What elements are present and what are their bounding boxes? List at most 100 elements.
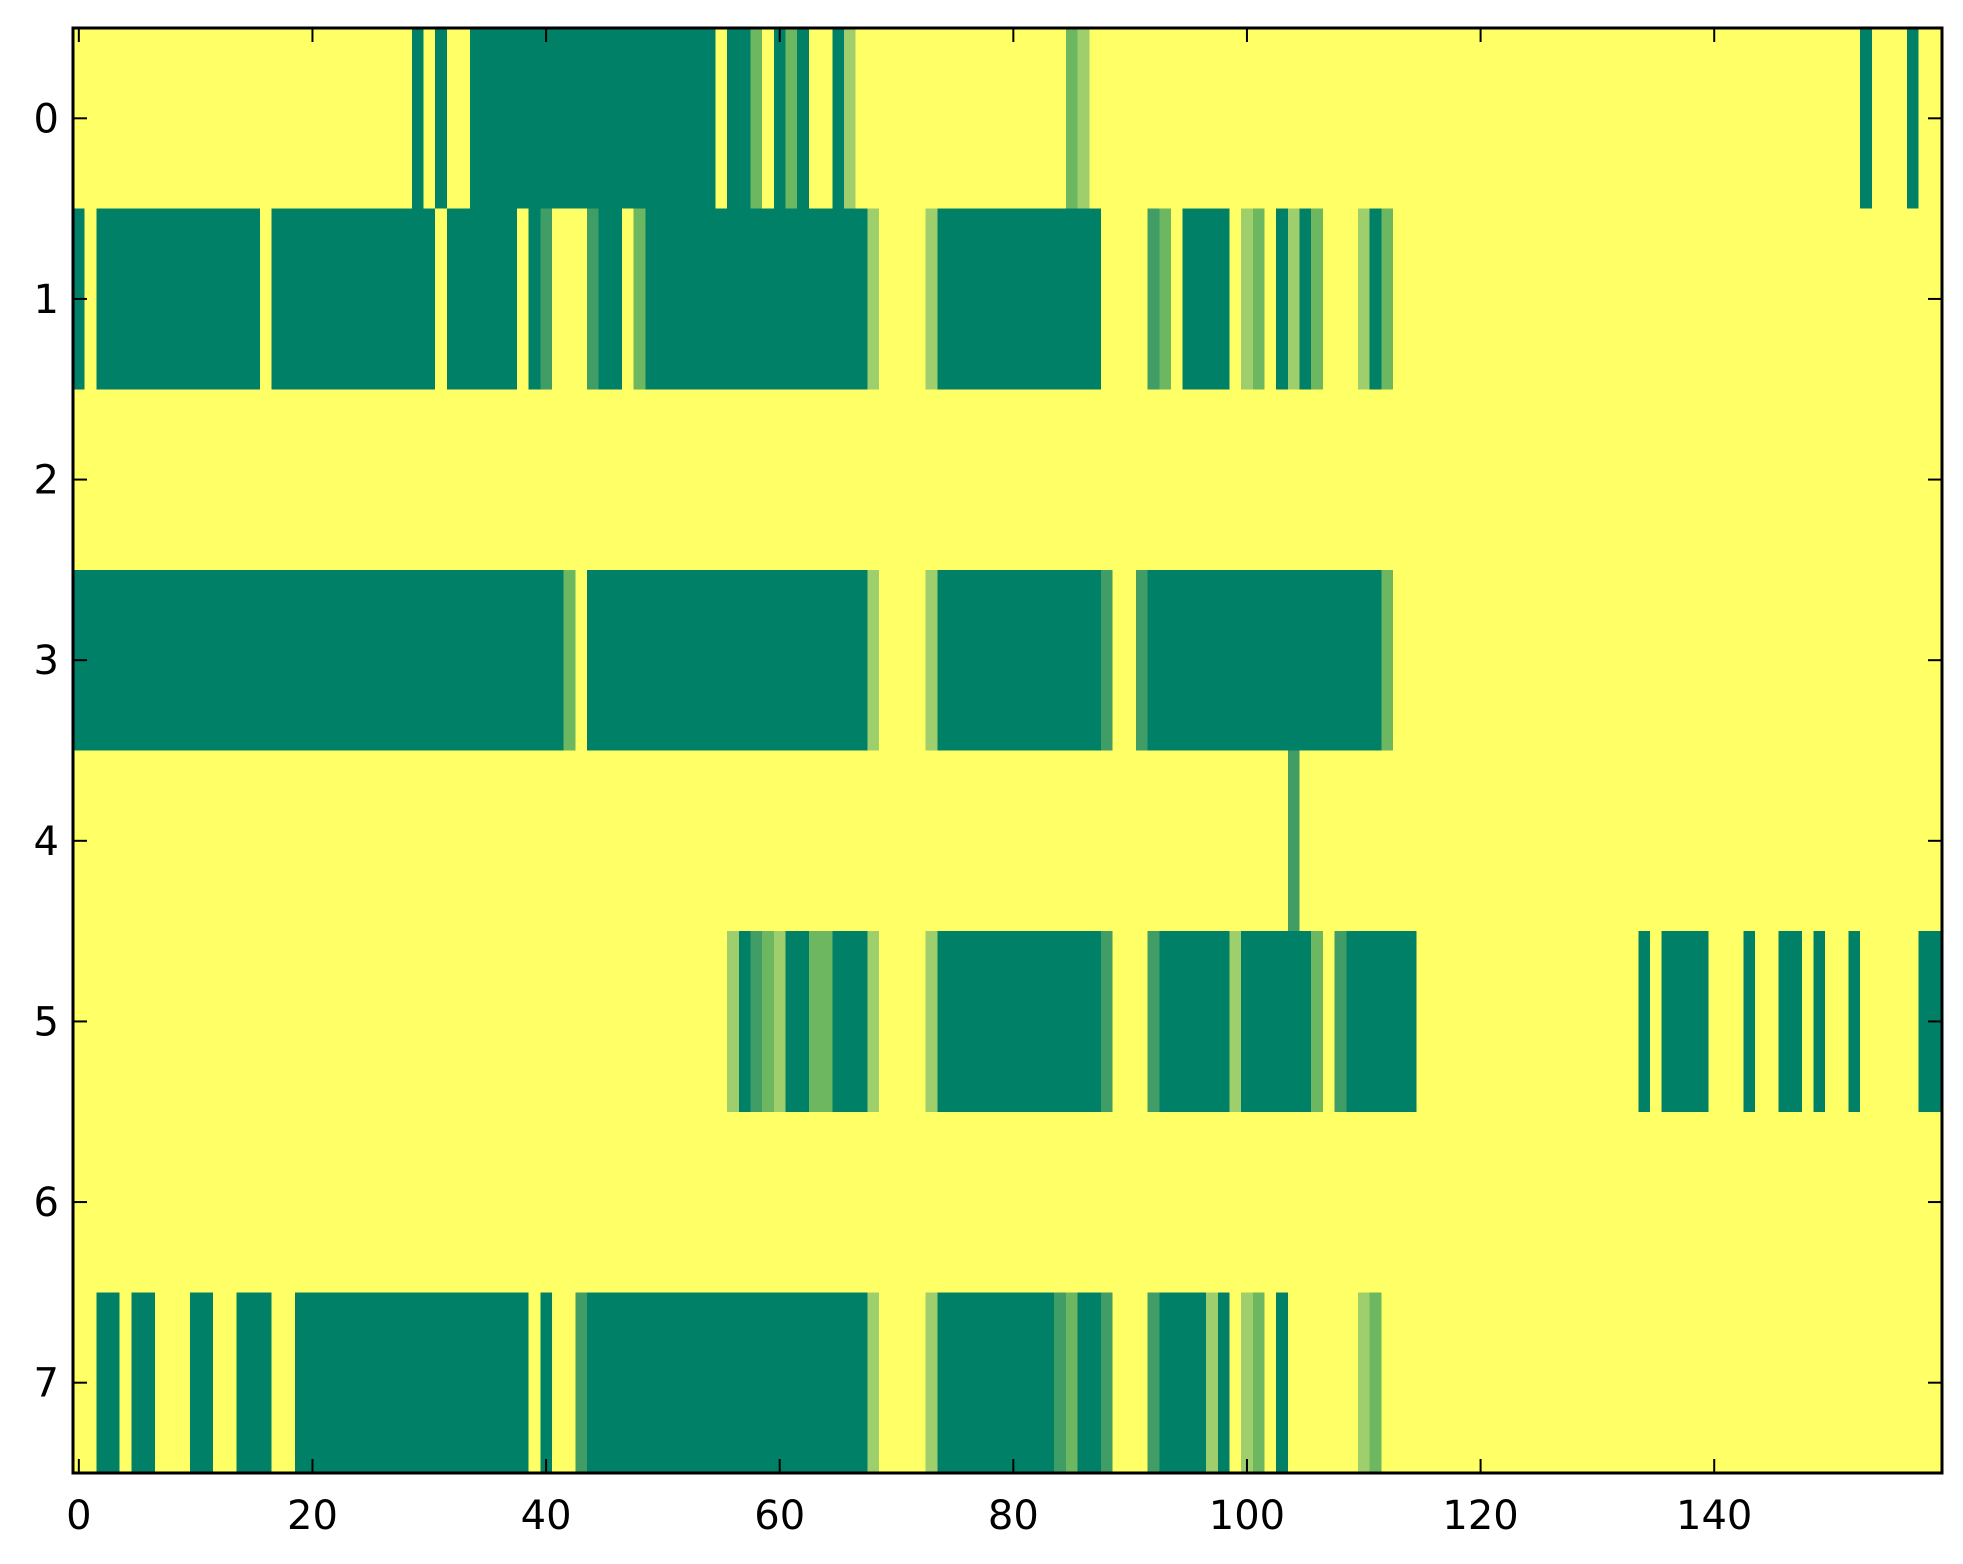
heatmap-cell	[470, 28, 716, 209]
x-axis: 0 20 40 60 80 100 120 140	[66, 28, 1752, 1539]
y-tick-label: 7	[34, 1361, 59, 1407]
heatmap-cell	[575, 1292, 587, 1474]
heatmap-cell	[563, 569, 576, 751]
heatmap-cell	[867, 1292, 879, 1474]
heatmap-cell	[1346, 931, 1417, 1112]
plot-frame	[71, 26, 1944, 1475]
heatmap-cell	[785, 28, 798, 209]
heatmap-cell	[1906, 28, 1919, 209]
heatmap-cell	[1287, 750, 1300, 932]
heatmap-cell	[1252, 1292, 1265, 1474]
heatmap-cell	[1311, 208, 1323, 390]
heatmap-cell	[832, 28, 844, 209]
heatmap-cell	[937, 931, 1101, 1112]
heatmap-cell	[1311, 931, 1323, 1112]
heatmap-cell	[925, 569, 938, 751]
heatmap-cell	[633, 208, 646, 390]
y-axis: 0 1 2 3 4 5 6 7	[34, 96, 1942, 1407]
heatmap-cell	[1147, 931, 1160, 1112]
heatmap-cell	[540, 1292, 552, 1474]
heatmap-cell	[808, 931, 833, 1112]
heatmap-cell	[832, 931, 868, 1112]
heatmap-cell	[1299, 208, 1312, 390]
heatmap-cell	[586, 1292, 868, 1474]
heatmap-cell	[867, 569, 879, 751]
heatmap-cell	[586, 569, 868, 751]
heatmap-cell	[446, 208, 517, 390]
y-tick-label: 2	[34, 458, 59, 504]
heatmap-cell	[925, 931, 938, 1112]
y-tick-label: 6	[34, 1180, 59, 1226]
heatmap-cell	[1357, 1292, 1370, 1474]
x-tick-label: 100	[1209, 1493, 1285, 1539]
heatmap-cell	[1065, 28, 1078, 209]
heatmap-cell	[1241, 208, 1253, 390]
x-tick-label: 60	[754, 1493, 805, 1539]
heatmap-cell	[867, 208, 879, 390]
heatmap-cell	[1054, 1292, 1066, 1474]
heatmap-cell	[598, 208, 623, 390]
x-tick-label: 20	[287, 1493, 338, 1539]
heatmap-cell	[1147, 208, 1160, 390]
heatmap-cell	[1369, 208, 1382, 390]
heatmap-cell	[750, 931, 763, 1112]
heatmap-cell	[1778, 931, 1802, 1112]
heatmap-cell	[867, 931, 879, 1112]
heatmap-cells	[73, 28, 1942, 1474]
heatmap-cell	[1276, 1292, 1288, 1474]
heatmap-cell	[1381, 569, 1393, 751]
heatmap-cell	[1860, 28, 1872, 209]
heatmap-cell	[1147, 569, 1382, 751]
heatmap-cell	[1077, 28, 1090, 209]
heatmap-cell	[1813, 931, 1826, 1112]
x-tick-label: 40	[521, 1493, 572, 1539]
heatmap-cell	[925, 1292, 938, 1474]
heatmap-cell	[1638, 931, 1650, 1112]
heatmap-cell	[1369, 1292, 1382, 1474]
heatmap-cell	[294, 1292, 529, 1474]
heatmap-cell	[937, 1292, 1055, 1474]
heatmap-cell	[96, 208, 260, 390]
heatmap-cell	[1241, 931, 1312, 1112]
heatmap-cell	[1252, 208, 1265, 390]
heatmap-cell	[727, 28, 751, 209]
heatmap-cell	[1206, 1292, 1218, 1474]
heatmap-cell	[1077, 1292, 1101, 1474]
heatmap-cell	[1159, 208, 1172, 390]
heatmap-cell	[1287, 208, 1300, 390]
y-tick-label: 5	[34, 999, 59, 1045]
heatmap-cell	[1159, 1292, 1207, 1474]
heatmap-cell	[1147, 1292, 1160, 1474]
heatmap-cell	[937, 208, 1101, 390]
heatmap-cell	[1848, 931, 1861, 1112]
heatmap-cell	[73, 569, 564, 751]
heatmap-cell	[843, 28, 856, 209]
heatmap-cell	[773, 931, 786, 1112]
heatmap-cell	[1334, 931, 1347, 1112]
heatmap-cell	[773, 28, 786, 209]
x-tick-label: 80	[988, 1493, 1039, 1539]
heatmap-cell	[189, 1292, 214, 1474]
heatmap-cell	[1182, 208, 1230, 390]
heatmap-cell	[1135, 569, 1148, 751]
heatmap-cell	[1661, 931, 1709, 1112]
y-tick-label: 3	[34, 638, 59, 684]
x-tick-label: 0	[66, 1493, 91, 1539]
heatmap-cell	[540, 208, 552, 390]
heatmap-cell	[738, 931, 751, 1112]
heatmap-cell	[586, 208, 599, 390]
heatmap-cell	[762, 931, 774, 1112]
heatmap-cell	[1241, 1292, 1253, 1474]
heatmap-cell	[750, 28, 763, 209]
y-tick-label: 4	[34, 819, 59, 865]
heatmap-cell	[131, 1292, 155, 1474]
y-tick-label: 1	[34, 277, 59, 323]
heatmap-cell	[271, 208, 436, 390]
heatmap-cell	[1100, 569, 1113, 751]
heatmap-cell	[797, 28, 809, 209]
heatmap-cell	[411, 28, 424, 209]
heatmap-cell	[1229, 931, 1242, 1112]
heatmap-cell	[1159, 931, 1230, 1112]
heatmap-cell	[727, 931, 739, 1112]
